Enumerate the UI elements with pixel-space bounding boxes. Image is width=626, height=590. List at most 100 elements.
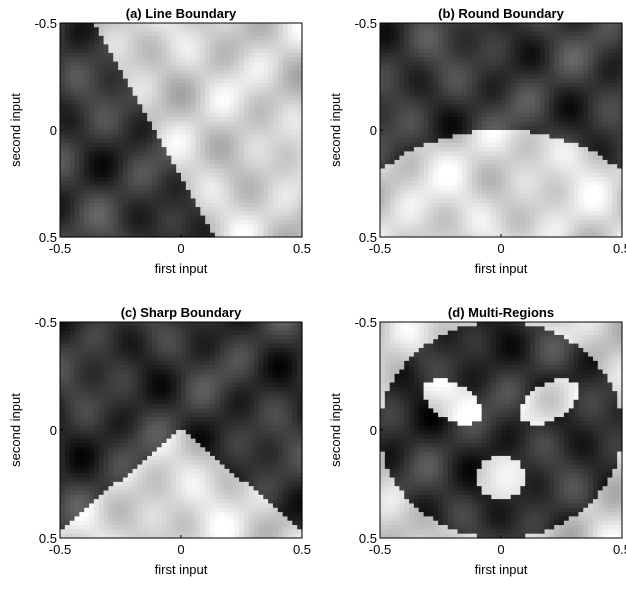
heatmap-cell [292,198,298,204]
heatmap-cell [442,211,449,217]
heatmap-cell [292,228,298,234]
heatmap-cell [171,207,177,212]
heatmap-cell [98,219,105,225]
heatmap-cell [195,104,201,110]
heatmap-cell [147,44,153,50]
heatmap-cell [583,31,589,37]
heatmap-cell [60,121,66,127]
heatmap-cell [243,78,250,84]
heatmap-cell [98,215,105,221]
heatmap-cell [549,219,555,225]
heatmap-cell [171,138,177,144]
heatmap-cell [108,35,114,41]
heatmap-cell [89,215,95,221]
heatmap-cell [93,151,100,157]
heatmap-cell [544,185,550,191]
heatmap-cell [423,134,429,140]
heatmap-cell [394,100,400,105]
heatmap-cell [214,31,221,37]
heatmap-cell [617,189,623,195]
heatmap-cell [195,147,201,152]
heatmap-cell [234,35,240,41]
heatmap-cell [243,74,250,80]
heatmap-cell [491,108,497,114]
heatmap-cell [438,108,444,114]
heatmap-cell [462,104,468,110]
heatmap-cell [277,134,284,140]
heatmap-cell [617,104,623,110]
heatmap-cell [287,207,293,212]
heatmap-cell [210,82,216,88]
heatmap-cell [428,198,434,204]
heatmap-cell [93,189,100,195]
heatmap-cell [563,138,570,144]
heatmap-cell [597,134,604,140]
heatmap-cell [74,78,80,84]
heatmap-cell [530,147,536,152]
heatmap-cell [210,207,216,212]
heatmap-cell [583,44,589,50]
heatmap-cell [433,91,439,97]
heatmap-cell [380,40,386,45]
heatmap-cell [404,23,410,28]
heatmap-cell [423,121,429,127]
heatmap-cell [127,108,134,114]
heatmap-cell [447,87,454,93]
heatmap-cell [239,82,245,88]
heatmap-cell [602,70,609,75]
heatmap-cell [452,44,459,50]
heatmap-cell [457,198,463,204]
heatmap-cell [384,219,391,225]
heatmap-cell [185,207,192,212]
heatmap-cell [219,207,226,212]
heatmap-cell [272,232,279,238]
heatmap-cell [229,91,235,97]
heatmap-cell [287,147,293,152]
heatmap-cell [563,211,570,217]
heatmap-cell [549,198,555,204]
heatmap-cell [418,151,425,157]
heatmap-cell [248,202,255,208]
heatmap-cell [200,78,206,84]
heatmap-cell [277,155,284,161]
heatmap-cell [467,151,473,157]
heatmap-cell [287,215,293,221]
heatmap-cell [583,95,589,101]
heatmap-cell [428,78,434,84]
heatmap-cell [118,117,124,123]
heatmap-cell [583,108,589,114]
heatmap-cell [428,44,434,50]
heatmap-cell [389,57,396,63]
heatmap-cell [539,142,546,148]
heatmap-cell [530,23,536,28]
heatmap-cell [151,108,158,114]
heatmap-cell [510,207,517,212]
heatmap-cell [181,82,187,88]
heatmap-cell [592,138,599,144]
heatmap-cell [287,151,293,157]
heatmap-cell [404,52,410,58]
heatmap-cell [127,61,134,67]
heatmap-cell [423,57,429,63]
heatmap-cell [118,219,124,225]
heatmap-cell [433,35,439,41]
heatmap-cell [181,65,187,71]
heatmap-cell [243,35,250,41]
heatmap-cell [93,91,100,97]
heatmap-cell [229,159,235,165]
heatmap-cell [142,57,148,63]
heatmap-cell [428,130,434,135]
heatmap-cell [617,121,623,127]
heatmap-cell [583,65,589,71]
heatmap-cell [510,189,517,195]
heatmap-cell [380,224,386,230]
heatmap-cell [496,117,502,123]
heatmap-cell [568,35,575,41]
heatmap-cell [103,95,109,101]
heatmap-cell [409,44,415,50]
heatmap-cell [418,78,425,84]
heatmap-cell [64,27,71,33]
heatmap-cell [418,82,425,88]
heatmap-cell [583,117,589,123]
heatmap-cell [151,151,158,157]
